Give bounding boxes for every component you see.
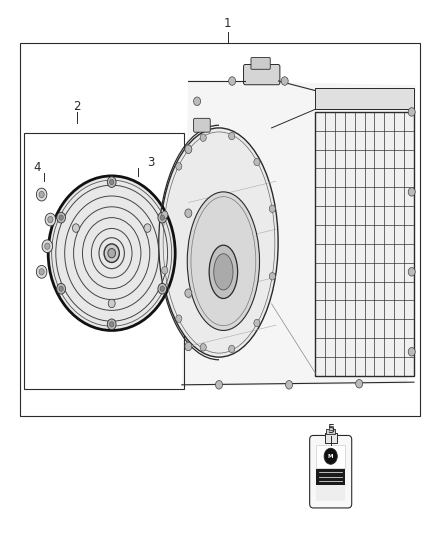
Circle shape (110, 321, 114, 327)
Circle shape (286, 381, 293, 389)
Circle shape (200, 134, 206, 141)
Circle shape (162, 211, 168, 219)
Circle shape (160, 286, 165, 292)
Circle shape (185, 289, 192, 297)
Circle shape (42, 240, 53, 253)
Circle shape (107, 177, 116, 188)
Circle shape (39, 269, 44, 275)
Circle shape (45, 243, 50, 249)
Circle shape (45, 213, 56, 226)
Circle shape (176, 315, 182, 322)
Circle shape (408, 268, 415, 276)
Bar (315, 88, 414, 109)
Circle shape (160, 215, 165, 220)
Circle shape (324, 448, 337, 464)
FancyBboxPatch shape (244, 64, 280, 85)
Circle shape (36, 188, 47, 201)
Circle shape (269, 205, 276, 213)
Circle shape (229, 345, 235, 353)
Circle shape (104, 244, 119, 262)
Circle shape (281, 77, 288, 85)
Circle shape (215, 381, 223, 389)
FancyBboxPatch shape (251, 58, 270, 69)
Text: M: M (328, 454, 333, 459)
Bar (316, 445, 345, 468)
Text: 3: 3 (148, 156, 155, 169)
Ellipse shape (214, 254, 233, 290)
Circle shape (254, 158, 260, 166)
Circle shape (59, 215, 63, 220)
Bar (328, 426, 333, 430)
Text: 1: 1 (224, 18, 232, 30)
Text: 5: 5 (327, 423, 334, 435)
Circle shape (162, 266, 168, 274)
Circle shape (176, 163, 182, 170)
Circle shape (144, 224, 151, 232)
FancyBboxPatch shape (310, 435, 352, 508)
Circle shape (356, 379, 363, 388)
Circle shape (229, 132, 235, 140)
Bar (316, 485, 345, 501)
Circle shape (194, 97, 201, 106)
Circle shape (408, 108, 415, 116)
Text: 4: 4 (33, 161, 41, 174)
Circle shape (57, 212, 65, 223)
Bar (326, 429, 335, 434)
Circle shape (229, 77, 236, 85)
Bar (315, 112, 414, 376)
Circle shape (158, 284, 167, 294)
Circle shape (72, 224, 79, 232)
Text: 2: 2 (73, 100, 81, 113)
Bar (316, 445, 345, 468)
Circle shape (48, 216, 53, 223)
Circle shape (158, 212, 167, 223)
Circle shape (110, 180, 114, 185)
FancyBboxPatch shape (194, 118, 210, 132)
Circle shape (185, 145, 192, 154)
Ellipse shape (209, 245, 237, 298)
Circle shape (200, 344, 206, 351)
Circle shape (408, 188, 415, 196)
Circle shape (36, 265, 47, 278)
Bar (20, 43, 420, 416)
Bar (24, 133, 184, 389)
Circle shape (408, 348, 415, 356)
Circle shape (185, 209, 192, 217)
Bar (316, 469, 345, 485)
Circle shape (39, 191, 44, 198)
Polygon shape (182, 80, 416, 386)
Circle shape (269, 272, 276, 280)
Circle shape (254, 319, 260, 327)
Ellipse shape (160, 128, 278, 357)
Circle shape (108, 248, 116, 258)
Circle shape (48, 176, 175, 330)
Circle shape (107, 319, 116, 329)
Ellipse shape (187, 192, 259, 330)
Circle shape (185, 342, 192, 351)
Bar (325, 433, 337, 443)
Circle shape (57, 284, 65, 294)
Circle shape (108, 299, 115, 308)
Circle shape (59, 286, 63, 292)
